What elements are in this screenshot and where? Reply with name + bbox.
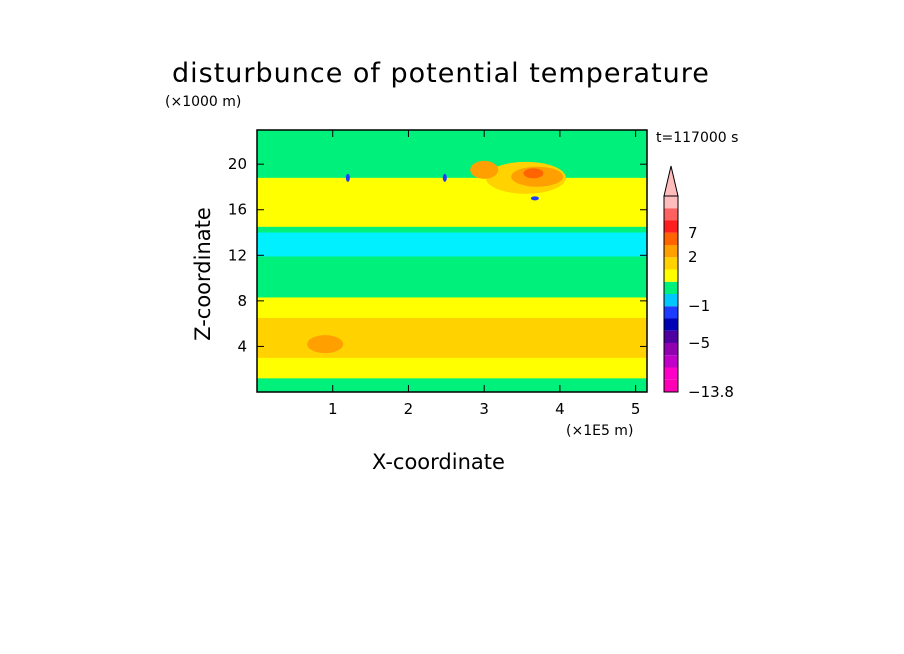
colorbar-segment xyxy=(664,208,678,221)
x-axis-unit: (×1E5 m) xyxy=(566,423,634,439)
warm-patch-upper-peak xyxy=(523,168,544,179)
colorbar-label: −13.8 xyxy=(688,383,734,401)
plot-frame xyxy=(256,129,648,393)
colorbar-segment xyxy=(664,367,678,380)
cold-spot-3 xyxy=(530,196,539,201)
band-upper-yellow xyxy=(257,177,647,227)
x-axis-label: X-coordinate xyxy=(372,450,505,474)
colorbar-segment xyxy=(664,281,678,294)
colorbar-label: 7 xyxy=(688,223,698,242)
colorbar-segment xyxy=(664,306,678,319)
colorbar-segment xyxy=(664,330,678,343)
band-cyan xyxy=(257,232,647,257)
cold-spot-1 xyxy=(345,173,350,182)
colorbar-segment xyxy=(664,294,678,307)
y-axis-unit: (×1000 m) xyxy=(165,94,242,110)
chart-title: disturbunce of potential temperature xyxy=(172,58,710,89)
colorbar xyxy=(663,165,679,393)
colorbar-segment xyxy=(664,245,678,258)
warm-patch-mid xyxy=(470,160,499,179)
colorbar-label: 2 xyxy=(688,248,698,267)
colorbar-segment xyxy=(664,318,678,331)
x-tick-label: 3 xyxy=(479,400,489,418)
y-tick-label: 16 xyxy=(228,201,247,219)
y-tick-label: 8 xyxy=(237,292,247,310)
colorbar-segment xyxy=(664,269,678,282)
x-tick-label: 1 xyxy=(328,400,338,418)
colorbar-label: −5 xyxy=(688,334,711,352)
colorbar-segment xyxy=(664,343,678,356)
y-tick-label: 20 xyxy=(228,155,247,173)
warm-patch-left xyxy=(307,335,344,354)
colorbar-segment xyxy=(664,355,678,368)
colorbar-segment xyxy=(664,220,678,233)
colorbar-segment xyxy=(664,196,678,209)
colorbar-extend-arrow xyxy=(663,165,679,197)
colorbar-segment xyxy=(664,257,678,270)
colorbar-label: −1 xyxy=(688,297,711,316)
x-tick-label: 4 xyxy=(555,400,565,418)
x-tick-label: 5 xyxy=(631,400,641,418)
y-tick-label: 4 xyxy=(237,337,247,355)
y-tick-label: 12 xyxy=(228,246,247,264)
colorbar-segment xyxy=(664,379,678,392)
x-tick-label: 2 xyxy=(404,400,414,418)
cold-spot-2 xyxy=(442,173,447,182)
contour-field xyxy=(257,130,647,392)
time-label: t=117000 s xyxy=(656,130,739,146)
colorbar-segment xyxy=(664,232,678,245)
